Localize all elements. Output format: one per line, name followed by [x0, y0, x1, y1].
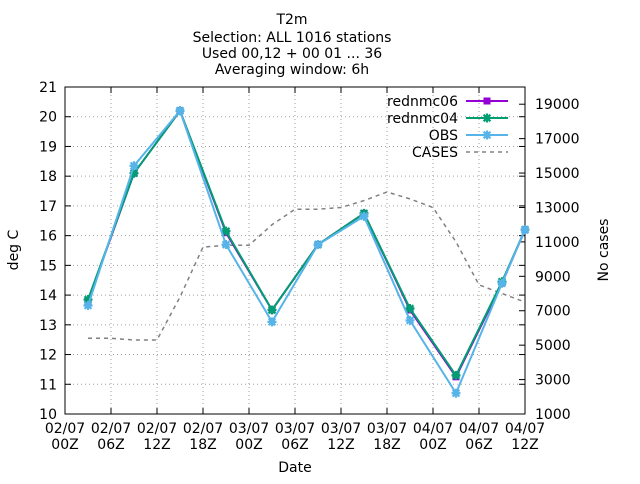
y2-tick-label: 17000	[535, 132, 580, 148]
x-tick-label-hour: 12Z	[511, 437, 538, 453]
x-axis-title: Date	[278, 460, 311, 476]
series-line-rednmc06	[87, 108, 526, 379]
y-axis-title: deg C	[6, 229, 22, 270]
x-tick-label-date: 04/07	[413, 421, 453, 437]
y2-tick-label: 1000	[535, 407, 571, 423]
x-tick-label-date: 03/07	[275, 421, 315, 437]
x-tick-label-hour: 06Z	[281, 437, 308, 453]
x-tick-label-date: 03/07	[321, 421, 361, 437]
x-tick-label-hour: 12Z	[143, 437, 170, 453]
y-tick-label: 15	[39, 258, 57, 274]
x-tick-label-hour: 00Z	[235, 437, 262, 453]
x-tick-label-hour: 06Z	[97, 437, 124, 453]
data-point-obs-core	[85, 302, 91, 309]
series-line-obs	[87, 108, 526, 396]
x-tick-label-date: 02/07	[45, 421, 85, 437]
data-point-obs-core	[453, 390, 459, 396]
x-tick-label-date: 04/07	[459, 421, 499, 437]
y2-tick-label: 15000	[535, 166, 580, 182]
y-tick-label: 21	[39, 80, 57, 96]
y-tick-label: 20	[39, 110, 57, 126]
data-point-obs-core	[522, 226, 528, 233]
y-tick-label: 10	[39, 407, 57, 423]
y-tick-label: 11	[39, 377, 57, 393]
data-point-obs-core	[223, 241, 229, 248]
data-point-rednmc04-core	[223, 228, 229, 234]
legend-label: CASES	[412, 145, 458, 161]
data-point-rednmc04-core	[453, 372, 459, 379]
x-tick-label-date: 04/07	[505, 421, 545, 437]
chart-title-line: Used 00,12 + 00 01 ... 36	[202, 46, 382, 62]
legend-marker	[483, 97, 491, 105]
x-tick-label-hour: 00Z	[419, 437, 446, 453]
chart-title-line: Selection: ALL 1016 stations	[193, 30, 392, 46]
y2-tick-label: 13000	[535, 200, 580, 216]
y2-tick-label: 11000	[535, 235, 580, 251]
series-line-cases	[88, 191, 526, 341]
y-tick-label: 16	[39, 229, 57, 245]
x-tick-label-hour: 00Z	[51, 437, 78, 453]
y2-tick-label: 5000	[535, 338, 571, 354]
x-tick-label-hour: 12Z	[327, 437, 354, 453]
x-tick-label-date: 03/07	[367, 421, 407, 437]
data-point-obs-core	[407, 317, 413, 324]
y2-tick-label: 3000	[535, 373, 571, 389]
legend-label: rednmc04	[387, 111, 458, 127]
legend-label: OBS	[429, 128, 458, 144]
y2-tick-label: 9000	[535, 269, 571, 285]
data-point-obs-core	[269, 319, 275, 325]
data-point-obs-core	[177, 107, 183, 114]
y-tick-label: 12	[39, 348, 57, 364]
y-tick-label: 13	[39, 318, 57, 334]
data-point-obs-core	[131, 162, 137, 169]
x-tick-label-hour: 06Z	[465, 437, 492, 453]
x-tick-label-date: 02/07	[91, 421, 131, 437]
y-tick-label: 17	[39, 199, 57, 215]
y-tick-label: 18	[39, 169, 57, 185]
data-point-rednmc04-core	[407, 305, 413, 312]
y-tick-label: 19	[39, 139, 57, 155]
data-point-obs-core	[315, 241, 321, 248]
chart-title-line: Averaging window: 6h	[215, 62, 369, 78]
data-point-rednmc04-core	[269, 307, 275, 313]
x-tick-label-date: 03/07	[229, 421, 269, 437]
y-tick-label: 14	[39, 288, 57, 304]
legend-marker-core	[484, 115, 490, 121]
series-line-rednmc04	[87, 108, 526, 378]
x-tick-label-date: 02/07	[183, 421, 223, 437]
y2-tick-label: 19000	[535, 97, 580, 113]
data-point-obs-core	[499, 280, 505, 287]
x-tick-label-hour: 18Z	[373, 437, 400, 453]
x-tick-label-date: 02/07	[137, 421, 177, 437]
y2-tick-label: 7000	[535, 304, 571, 320]
legend-label: rednmc06	[387, 94, 458, 110]
x-tick-label-hour: 18Z	[189, 437, 216, 453]
data-point-obs-core	[361, 213, 367, 220]
chart-title-line: T2m	[275, 12, 307, 28]
y2-axis-title: No cases	[596, 219, 612, 282]
legend-marker-core	[484, 132, 490, 138]
